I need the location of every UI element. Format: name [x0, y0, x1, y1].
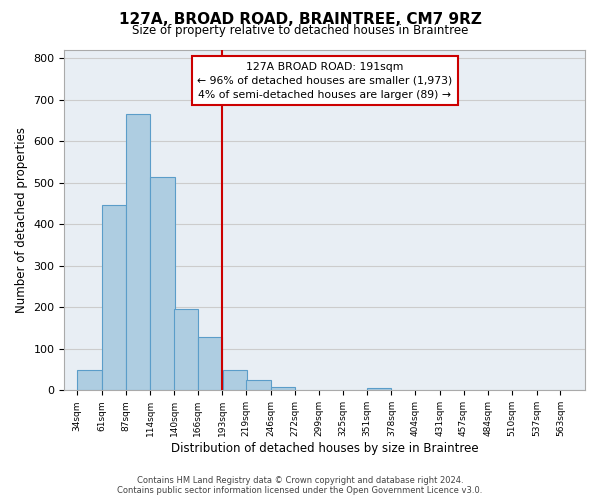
Bar	[367, 388, 391, 390]
Bar	[174, 309, 199, 390]
Text: 127A BROAD ROAD: 191sqm
← 96% of detached houses are smaller (1,973)
4% of semi-: 127A BROAD ROAD: 191sqm ← 96% of detache…	[197, 62, 452, 100]
Text: Size of property relative to detached houses in Braintree: Size of property relative to detached ho…	[132, 24, 468, 37]
Bar	[198, 337, 222, 390]
Bar	[77, 370, 101, 390]
Bar	[151, 176, 175, 390]
Bar	[223, 370, 247, 390]
X-axis label: Distribution of detached houses by size in Braintree: Distribution of detached houses by size …	[171, 442, 479, 455]
Bar	[271, 387, 295, 390]
Bar	[247, 380, 271, 390]
Bar	[126, 114, 150, 390]
Y-axis label: Number of detached properties: Number of detached properties	[15, 127, 28, 313]
Text: 127A, BROAD ROAD, BRAINTREE, CM7 9RZ: 127A, BROAD ROAD, BRAINTREE, CM7 9RZ	[119, 12, 481, 28]
Bar	[102, 205, 126, 390]
Text: Contains HM Land Registry data © Crown copyright and database right 2024.
Contai: Contains HM Land Registry data © Crown c…	[118, 476, 482, 495]
